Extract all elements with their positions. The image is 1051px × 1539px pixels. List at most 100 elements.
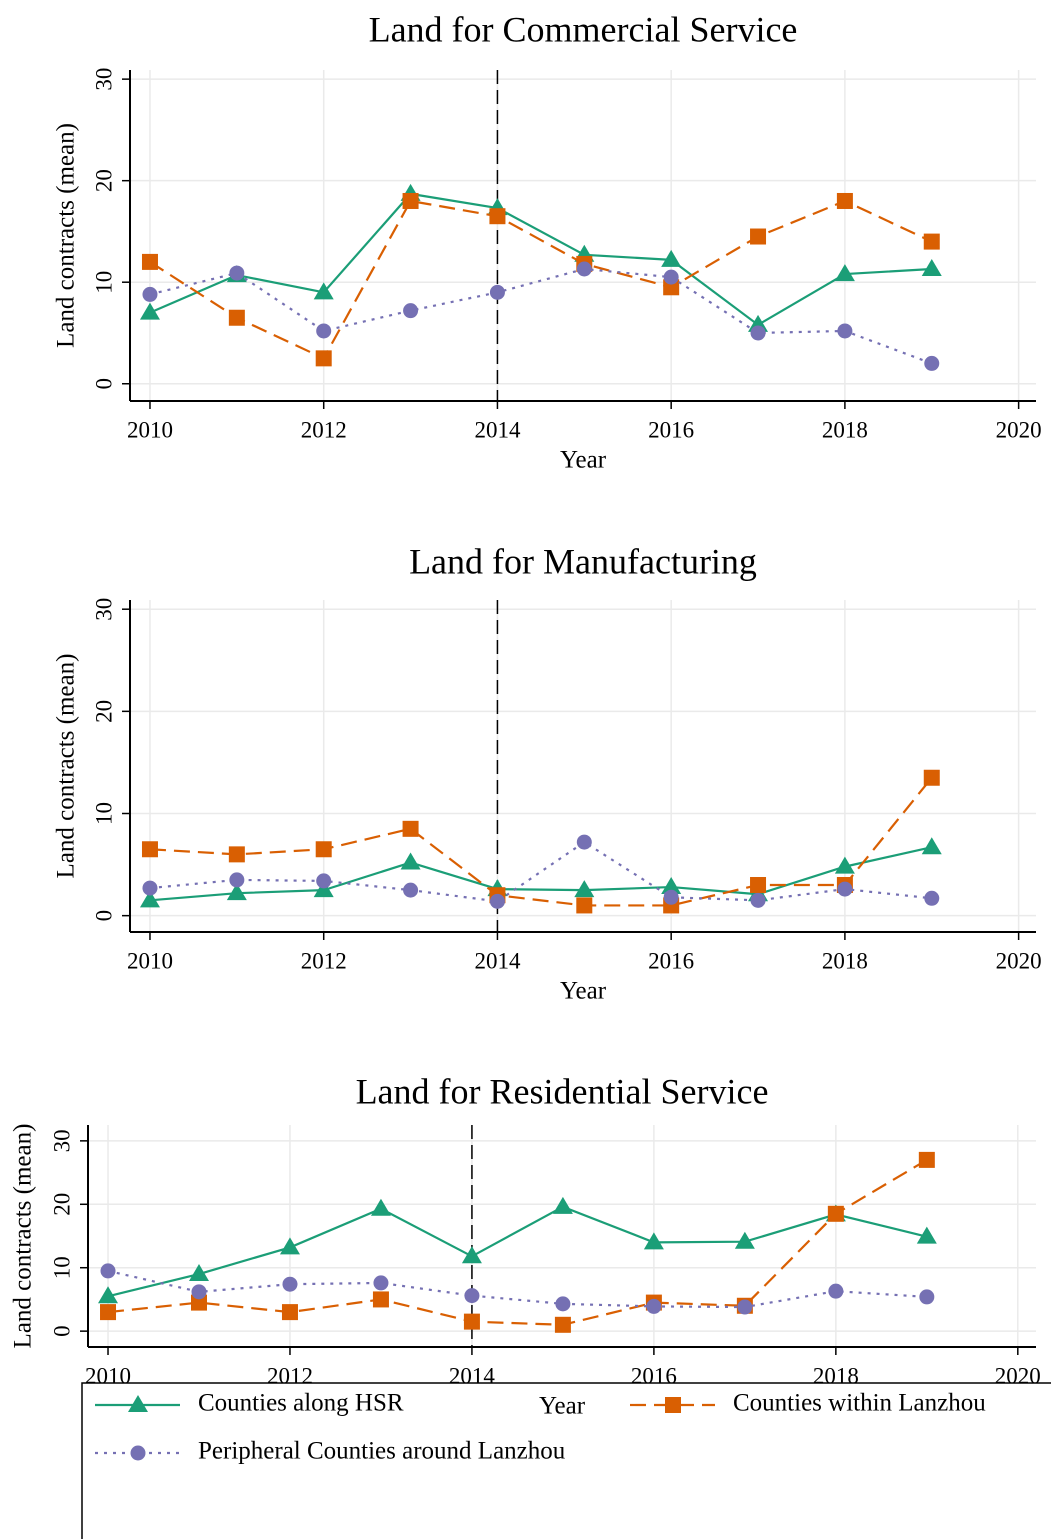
marker [750,325,766,341]
marker [837,323,853,339]
marker [663,889,679,905]
marker [737,1299,753,1315]
series-line [149,846,933,902]
marker [403,303,419,319]
y-axis-label: Land contracts (mean) [53,654,80,879]
marker [403,882,419,898]
marker [229,265,245,281]
series-line [149,777,933,907]
x-tick-label: 2018 [822,948,868,973]
marker [661,249,682,267]
marker [734,1231,755,1249]
x-tick-label: 2016 [631,1363,677,1388]
x-tick-label: 2020 [996,948,1042,973]
x-tick-label: 2014 [474,417,521,442]
marker [464,1288,480,1304]
marker [142,880,158,896]
marker [750,892,766,908]
marker [228,309,245,326]
marker [370,1198,391,1216]
legend-marker [130,1445,146,1461]
legend-marker [665,1397,681,1413]
y-tick-label: 30 [49,1129,74,1152]
marker [141,253,158,270]
legend-box [81,1382,1051,1539]
marker [228,846,245,863]
marker [191,1284,207,1300]
x-axis-label: Year [560,447,607,474]
x-tick-label: 2014 [474,948,521,973]
marker [836,192,853,209]
marker [141,841,158,858]
marker [279,1237,300,1255]
series-line [149,192,932,327]
x-tick-label: 2018 [822,417,868,442]
marker [489,893,505,909]
x-tick-label: 2018 [813,1363,859,1388]
marker [400,852,421,870]
marker [316,323,332,339]
marker [924,890,940,906]
marker [837,881,853,897]
marker [402,820,419,837]
marker [924,355,940,371]
marker [226,883,247,901]
marker [315,841,332,858]
marker [316,873,332,889]
marker [574,880,595,898]
x-tick-label: 2010 [85,1363,131,1388]
marker [576,261,592,277]
x-tick-label: 2020 [996,417,1042,442]
series-line [107,1205,928,1298]
legend-label: Counties within Lanzhou [733,1390,986,1417]
marker [142,286,158,302]
marker [100,1304,117,1321]
marker [646,1298,662,1314]
chart-title: Land for Commercial Service [369,9,798,49]
y-tick-label: 0 [91,378,116,390]
marker [313,880,334,898]
marker [921,259,942,277]
x-tick-label: 2010 [127,417,173,442]
marker [229,872,245,888]
marker [828,1283,844,1299]
y-tick-label: 10 [49,1256,74,1279]
y-tick-label: 20 [91,700,116,723]
marker [923,769,940,786]
marker [373,1275,389,1291]
y-tick-label: 0 [91,910,116,922]
marker [916,1226,937,1244]
x-tick-label: 2012 [301,948,347,973]
marker [923,233,940,250]
x-axis-label: Year [539,1393,586,1420]
marker [827,1205,844,1222]
y-tick-label: 30 [91,68,116,91]
marker [313,282,334,300]
y-tick-label: 10 [91,802,116,825]
x-tick-label: 2016 [648,948,694,973]
marker [489,208,506,225]
marker [834,856,855,874]
marker [554,1316,571,1333]
marker [750,877,767,894]
legend-label: Peripheral Counties around Lanzhou [198,1438,566,1465]
marker [100,1263,116,1279]
series-line [149,199,933,360]
marker [552,1196,573,1214]
chart-title: Land for Residential Service [356,1071,769,1111]
x-axis-label: Year [560,978,607,1005]
y-tick-label: 0 [49,1325,74,1337]
marker [750,228,767,245]
y-tick-label: 10 [91,271,116,294]
y-axis-label: Land contracts (mean) [10,1124,37,1349]
marker [643,1232,664,1250]
series-line [149,267,933,365]
legend-label: Counties along HSR [198,1390,404,1417]
marker [918,1151,935,1168]
x-tick-label: 2020 [995,1363,1041,1388]
chart-title: Land for Manufacturing [409,541,757,581]
marker [919,1289,935,1305]
marker [139,302,160,320]
marker [461,1246,482,1264]
